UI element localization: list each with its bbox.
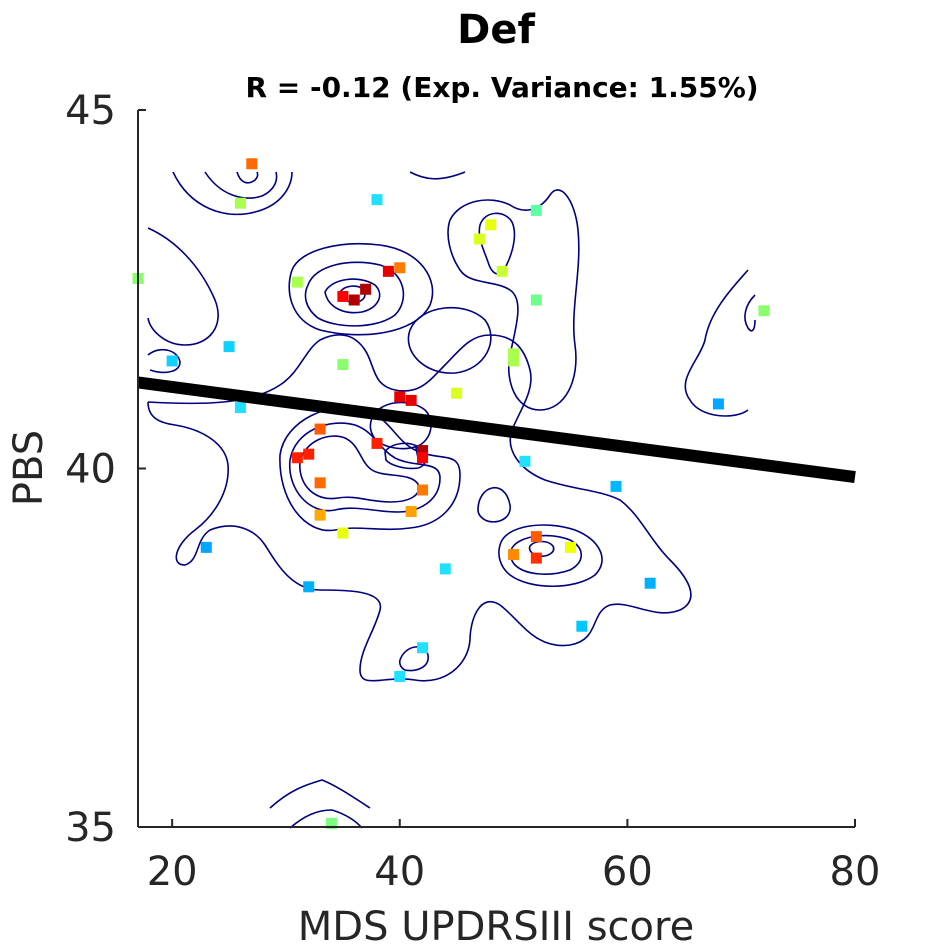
x-tick-label: 40	[374, 849, 425, 895]
scatter-point	[371, 437, 383, 449]
scatter-point	[644, 577, 656, 589]
scatter-point	[417, 642, 429, 654]
chart-subtitle: R = -0.12 (Exp. Variance: 1.55%)	[245, 71, 758, 104]
scatter-point	[246, 158, 258, 170]
scatter-point	[314, 423, 326, 435]
scatter-point	[382, 265, 394, 277]
contour-line	[289, 422, 441, 513]
y-tick-label: 35	[65, 805, 116, 851]
scatter-point	[337, 359, 349, 371]
contour-line	[299, 435, 420, 503]
contour-line	[236, 171, 259, 184]
y-ticks: 35 40 45	[65, 88, 146, 851]
scatter-point	[530, 552, 542, 564]
contour-line	[172, 171, 293, 216]
scatter-point	[473, 233, 485, 245]
contour-line	[204, 171, 278, 199]
scatter-point	[394, 391, 406, 403]
contour-line	[289, 809, 363, 829]
density-contours	[147, 171, 756, 829]
scatter-point	[200, 541, 212, 553]
contour-line	[447, 189, 580, 411]
regression-line	[137, 376, 856, 484]
scatter-point	[508, 549, 520, 561]
scatter-point	[303, 448, 315, 460]
contour-line	[509, 534, 583, 575]
scatter-point	[314, 477, 326, 489]
scatter-point	[417, 452, 429, 464]
scatter-point	[712, 398, 724, 410]
x-tick-label: 20	[147, 849, 198, 895]
scatter-point	[371, 194, 383, 206]
contour-line	[409, 171, 466, 180]
scatter-point	[508, 355, 520, 367]
scatter-point	[451, 387, 463, 399]
contour-line	[147, 334, 692, 682]
scatter-point	[508, 348, 520, 360]
scatter-point	[530, 204, 542, 216]
scatter-point	[360, 283, 372, 295]
scatter-point	[417, 445, 429, 457]
scatter-point	[291, 452, 303, 464]
scatter-point	[394, 262, 406, 274]
contour-line	[398, 646, 429, 672]
scatter-point	[337, 527, 349, 539]
x-tick-label: 60	[602, 849, 653, 895]
scatter-point	[417, 484, 429, 496]
contour-line	[684, 269, 749, 417]
scatter-point	[576, 620, 588, 632]
contour-line	[407, 306, 492, 374]
scatter-point	[496, 265, 508, 277]
chart-title: Def	[457, 7, 535, 53]
scatter-point	[530, 531, 542, 543]
scatter-point	[439, 563, 451, 575]
scatter-point	[564, 541, 576, 553]
contour-line	[288, 242, 434, 336]
scatter-point	[405, 506, 417, 518]
contour-line	[147, 348, 181, 374]
y-axis-label: PBS	[6, 430, 52, 506]
contour-line	[269, 779, 371, 809]
scatter-point	[325, 817, 337, 829]
scatter-point	[234, 402, 246, 414]
contour-line	[498, 524, 603, 588]
scatter-point	[234, 197, 246, 209]
x-axis-label: MDS UPDRSIII score	[298, 904, 694, 945]
scatter-points	[132, 158, 770, 829]
contour-line	[304, 261, 405, 327]
contour-line	[147, 227, 219, 346]
x-ticks: 20 40 60 80	[147, 819, 881, 895]
scatter-point	[530, 294, 542, 306]
scatter-point	[337, 290, 349, 302]
scatter-point	[394, 670, 406, 682]
scatter-point	[303, 581, 315, 593]
fit-line	[137, 376, 856, 484]
axes: 20 40 60 80 35 40 45	[65, 88, 880, 895]
scatter-point	[223, 341, 235, 353]
contour-line	[477, 486, 511, 523]
scatter-point	[405, 394, 417, 406]
scatter-point	[519, 455, 531, 467]
scatter-point	[485, 219, 497, 231]
x-tick-label: 80	[830, 849, 881, 895]
y-tick-label: 40	[65, 447, 116, 493]
contour-line	[744, 294, 756, 332]
scatter-point	[166, 355, 178, 367]
scatter-point	[291, 276, 303, 288]
y-tick-label: 45	[65, 88, 116, 134]
scatter-point	[758, 305, 770, 317]
scatter-point	[314, 509, 326, 521]
scatter-point	[610, 480, 622, 492]
contour-line	[324, 278, 381, 314]
scatter-point	[348, 294, 360, 306]
contour-line	[369, 401, 432, 450]
